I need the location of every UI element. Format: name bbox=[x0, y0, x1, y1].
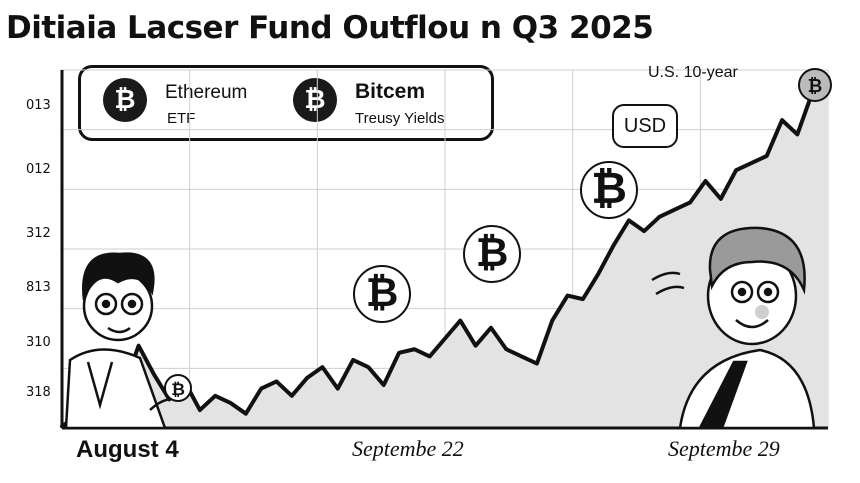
area-fill bbox=[62, 77, 828, 428]
bitcoin-coin-icon: ₿ bbox=[164, 374, 192, 402]
bitcoin-coin-icon: ₿ bbox=[580, 161, 638, 219]
person-right-illustration bbox=[651, 226, 816, 430]
bitcoin-coin-icon: ₿ bbox=[463, 225, 521, 283]
speech-bubble: USD bbox=[612, 104, 678, 148]
svg-text:₿: ₿ bbox=[591, 163, 627, 214]
annotation-label: U.S. 10-year bbox=[648, 64, 738, 81]
y-tick-label: 312 bbox=[26, 226, 51, 241]
legend-sub-2: Treusy Yields bbox=[355, 110, 445, 127]
bitcoin-coin-icon: ₿ bbox=[103, 78, 147, 122]
chart-title: Ditiaia Lacser Fund Outflou n Q3 2025 bbox=[6, 10, 654, 46]
svg-text:₿: ₿ bbox=[366, 270, 399, 316]
x-tick-label: Septembe 29 bbox=[668, 436, 780, 461]
bitcoin-coin-icon: ₿ bbox=[293, 78, 337, 122]
svg-text:₿: ₿ bbox=[171, 380, 185, 400]
legend-label-2: Bitcem bbox=[355, 80, 426, 103]
x-tick-label: Septembe 22 bbox=[352, 436, 464, 461]
bitcoin-coin-icon: ₿ bbox=[798, 68, 832, 102]
x-tick-label: August 4 bbox=[76, 436, 179, 463]
bitcoin-coin-icon: ₿ bbox=[353, 265, 411, 323]
svg-text:₿: ₿ bbox=[808, 76, 823, 97]
y-tick-label: 012 bbox=[26, 162, 51, 177]
y-tick-label: 013 bbox=[26, 98, 51, 113]
svg-text:₿: ₿ bbox=[476, 230, 509, 276]
y-tick-label: 310 bbox=[26, 335, 51, 350]
y-tick-label: 813 bbox=[26, 280, 51, 295]
person-left-illustration bbox=[64, 252, 179, 430]
legend: ₿ Ethereum ETF ₿ Bitcem Treusy Yields bbox=[78, 65, 494, 141]
y-tick-label: 318 bbox=[26, 385, 51, 400]
legend-sub-1: ETF bbox=[167, 110, 196, 127]
legend-label-1: Ethereum bbox=[165, 82, 248, 103]
